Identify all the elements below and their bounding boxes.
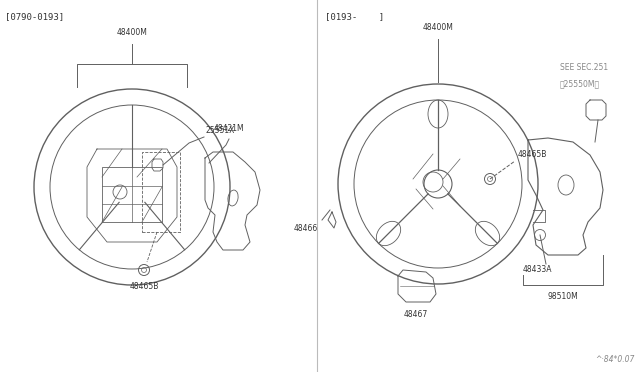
Text: 48433A: 48433A: [523, 265, 552, 274]
Bar: [102, 167, 162, 222]
Text: 48400M: 48400M: [116, 28, 147, 37]
Text: 。25550M〃: 。25550M〃: [560, 79, 600, 88]
Text: 48465B: 48465B: [129, 282, 159, 291]
Text: 48400M: 48400M: [422, 23, 453, 32]
Text: 48467: 48467: [404, 310, 428, 319]
Text: ^·84*0.07: ^·84*0.07: [596, 355, 635, 364]
Text: [0193-    ]: [0193- ]: [325, 12, 384, 21]
Text: 98510M: 98510M: [548, 292, 579, 301]
Text: 25551X: 25551X: [206, 126, 236, 135]
Text: SEE SEC.251: SEE SEC.251: [560, 63, 608, 72]
Text: 48465B: 48465B: [518, 150, 547, 159]
Text: 48466: 48466: [294, 224, 318, 233]
Text: [0790-0193]: [0790-0193]: [5, 12, 64, 21]
Text: 48421M: 48421M: [214, 124, 244, 133]
